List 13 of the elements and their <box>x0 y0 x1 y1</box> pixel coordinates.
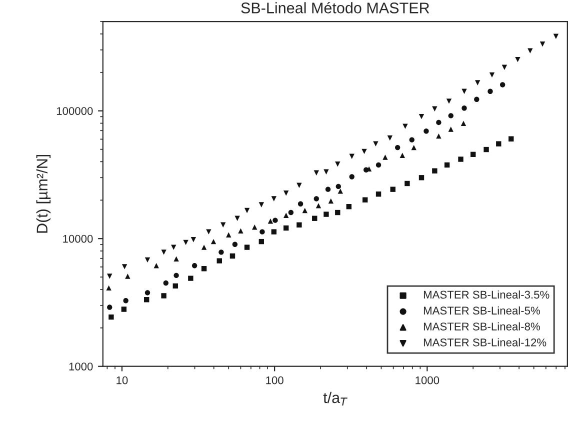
legend-label: MASTER SB-Lineal-8% <box>424 322 540 330</box>
legend-label: MASTER SB-Lineal-3.5% <box>424 290 550 299</box>
y-tick-label: 100000 <box>56 107 93 115</box>
y-axis-title: D(t) [µm²/N] <box>36 154 51 233</box>
y-tick-label: 1000 <box>69 362 93 370</box>
y-tick-label: 10000 <box>63 234 93 243</box>
x-tick-label: 10 <box>116 376 128 384</box>
x-axis-title: t/a$_{T}$ <box>323 392 348 406</box>
legend-label: MASTER SB-Lineal-5% <box>424 306 540 315</box>
x-tick-label: 1000 <box>416 376 440 384</box>
chart-title: SB-Lineal Método MASTER <box>241 2 430 14</box>
x-tick-label: 100 <box>266 376 284 384</box>
legend-label: MASTER SB-Lineal-12% <box>424 338 546 346</box>
